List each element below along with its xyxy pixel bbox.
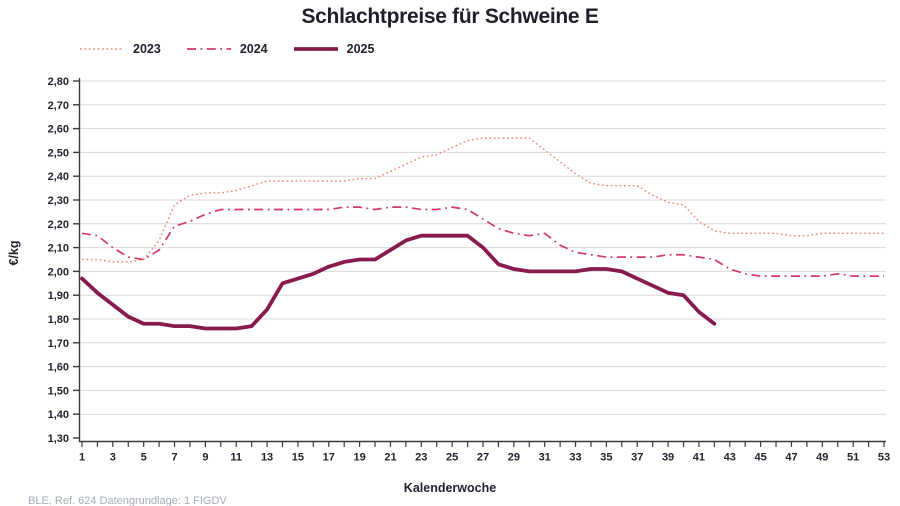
legend-line-2024 — [186, 48, 231, 50]
legend-label-2024: 2024 — [239, 42, 268, 56]
svg-text:31: 31 — [539, 452, 551, 464]
svg-text:41: 41 — [693, 452, 705, 464]
chart-title: Schlachtpreise für Schweine E — [301, 5, 599, 28]
svg-text:13: 13 — [261, 452, 273, 464]
svg-text:2,10: 2,10 — [48, 243, 69, 255]
svg-text:2,80: 2,80 — [48, 76, 69, 88]
svg-text:39: 39 — [662, 452, 674, 464]
svg-text:47: 47 — [785, 452, 797, 464]
svg-text:49: 49 — [816, 452, 828, 464]
legend-item-2024: 2024 — [185, 42, 268, 56]
svg-text:3: 3 — [110, 452, 116, 464]
svg-text:17: 17 — [323, 452, 335, 464]
svg-text:2,30: 2,30 — [48, 195, 69, 207]
svg-text:1: 1 — [79, 452, 85, 464]
svg-text:2,40: 2,40 — [48, 171, 69, 183]
legend-label-2023: 2023 — [133, 42, 161, 56]
svg-text:1,30: 1,30 — [48, 433, 69, 445]
svg-text:11: 11 — [230, 452, 242, 464]
svg-text:7: 7 — [171, 452, 177, 464]
svg-text:21: 21 — [384, 452, 396, 464]
y-axis-title: €/kg — [7, 240, 21, 266]
svg-text:25: 25 — [446, 452, 458, 464]
svg-text:37: 37 — [631, 452, 643, 464]
source-footnote: BLE, Ref. 624 Datengrundlage: 1 FIGDV — [28, 495, 227, 506]
legend-label-2025: 2025 — [346, 42, 375, 56]
svg-text:1,70: 1,70 — [48, 338, 69, 350]
svg-text:33: 33 — [569, 452, 581, 464]
svg-text:1,80: 1,80 — [48, 314, 69, 326]
svg-text:53: 53 — [878, 452, 890, 464]
svg-text:1,90: 1,90 — [48, 290, 69, 302]
svg-text:1,60: 1,60 — [48, 362, 69, 374]
svg-text:27: 27 — [477, 452, 489, 464]
svg-text:15: 15 — [292, 452, 304, 464]
svg-text:1,40: 1,40 — [48, 409, 69, 421]
svg-text:2,00: 2,00 — [48, 266, 69, 278]
svg-text:2,70: 2,70 — [48, 100, 69, 112]
svg-text:43: 43 — [724, 452, 736, 464]
legend-line-2023 — [80, 48, 124, 50]
svg-text:1,50: 1,50 — [48, 385, 69, 397]
svg-text:29: 29 — [508, 452, 520, 464]
svg-text:2,60: 2,60 — [48, 124, 69, 136]
legend-item-2025: 2025 — [292, 42, 375, 56]
svg-text:51: 51 — [847, 452, 859, 464]
svg-text:19: 19 — [353, 452, 365, 464]
svg-text:45: 45 — [754, 452, 766, 464]
svg-text:2,20: 2,20 — [48, 219, 69, 231]
svg-text:2,50: 2,50 — [48, 147, 69, 159]
legend-item-2023: 2023 — [78, 42, 161, 56]
legend-line-2025 — [293, 47, 338, 51]
svg-text:9: 9 — [202, 452, 208, 464]
svg-text:5: 5 — [141, 452, 147, 464]
svg-text:23: 23 — [415, 452, 427, 464]
svg-text:35: 35 — [600, 452, 612, 464]
x-axis-title: Kalenderwoche — [403, 481, 497, 495]
chart-legend: 2023 2024 2025 — [78, 42, 374, 56]
